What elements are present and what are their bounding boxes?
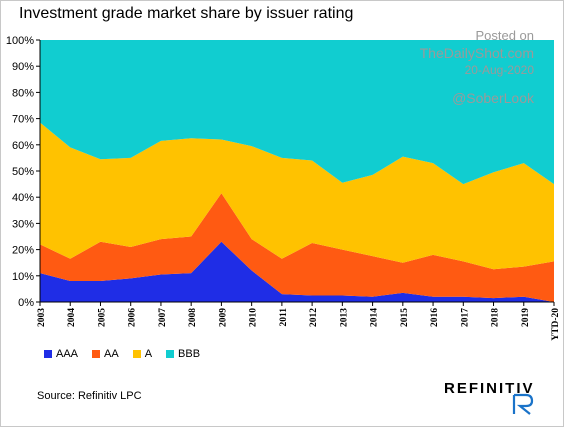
legend-label: BBB xyxy=(178,348,201,360)
y-tick-label: 80% xyxy=(12,87,34,99)
legend-item-aa: AA xyxy=(92,348,119,360)
legend-item-aaa: AAA xyxy=(44,348,78,360)
x-tick-label: 2012 xyxy=(309,308,319,327)
y-tick-label: 20% xyxy=(12,245,34,257)
y-tick-label: 100% xyxy=(6,35,34,47)
chart-legend: AAA AA A BBB xyxy=(44,348,200,360)
area-series-bbb xyxy=(40,40,554,185)
x-tick-label: YTD-20 xyxy=(551,308,561,341)
y-tick-label: 70% xyxy=(12,114,34,126)
x-tick-label: 2013 xyxy=(339,308,349,327)
y-tick-label: 60% xyxy=(12,140,34,152)
x-tick-label: 2006 xyxy=(128,308,138,327)
x-tick-label: 2008 xyxy=(188,308,198,327)
legend-label: AAA xyxy=(56,348,79,360)
x-tick-label: 2014 xyxy=(370,308,380,327)
legend-item-bbb: BBB xyxy=(166,348,200,360)
area-series-aaa xyxy=(40,241,554,302)
legend-label: AA xyxy=(104,348,119,360)
watermark-site: TheDailyShot.com xyxy=(419,45,534,61)
legend-swatch xyxy=(44,350,52,358)
x-tick-label: 2010 xyxy=(249,308,259,327)
watermark-date: 20-Aug-2020 xyxy=(464,63,534,77)
x-tick-label: 2009 xyxy=(218,308,228,327)
y-tick-label: 90% xyxy=(12,61,34,73)
x-tick-label: 2004 xyxy=(67,308,77,327)
legend-label: A xyxy=(144,348,153,360)
legend-swatch xyxy=(92,350,101,358)
legend-swatch xyxy=(166,350,175,358)
legend-item-a: A xyxy=(132,348,153,360)
x-tick-label: 2015 xyxy=(400,308,410,327)
watermark-posted-on: Posted on xyxy=(475,28,534,43)
y-tick-label: 40% xyxy=(12,192,34,204)
x-tick-label: 2019 xyxy=(521,308,531,327)
y-tick-label: 50% xyxy=(12,166,34,178)
x-tick-label: 2007 xyxy=(158,308,168,327)
x-tick-label: 2011 xyxy=(279,308,289,327)
x-tick-label: 2018 xyxy=(491,308,501,327)
y-tick-label: 0% xyxy=(18,297,34,309)
brand-mark-icon xyxy=(512,393,534,415)
area-series-a xyxy=(40,122,554,270)
area-series-aa xyxy=(40,193,554,302)
x-tick-label: 2003 xyxy=(37,308,47,327)
source-note: Source: Refinitiv LPC xyxy=(37,390,142,402)
y-tick-label: 10% xyxy=(12,271,34,283)
watermark-handle: @SoberLook xyxy=(452,90,534,106)
x-tick-label: 2016 xyxy=(430,308,440,327)
brand-logo-text: REFINITIV xyxy=(444,380,535,397)
x-tick-label: 2017 xyxy=(460,308,470,327)
chart-title: Investment grade market share by issuer … xyxy=(19,5,354,22)
watermark: Posted on TheDailyShot.com 20-Aug-2020 xyxy=(420,28,534,78)
axis-layer: 0% 10% 20% 30% 40% 50% 60% 70% 80% 90% 100% 2003 200… xyxy=(6,35,561,341)
y-tick-label: 30% xyxy=(12,218,34,230)
area-layer xyxy=(40,40,554,302)
x-tick-label: 2005 xyxy=(97,308,107,327)
legend-swatch xyxy=(132,350,141,358)
